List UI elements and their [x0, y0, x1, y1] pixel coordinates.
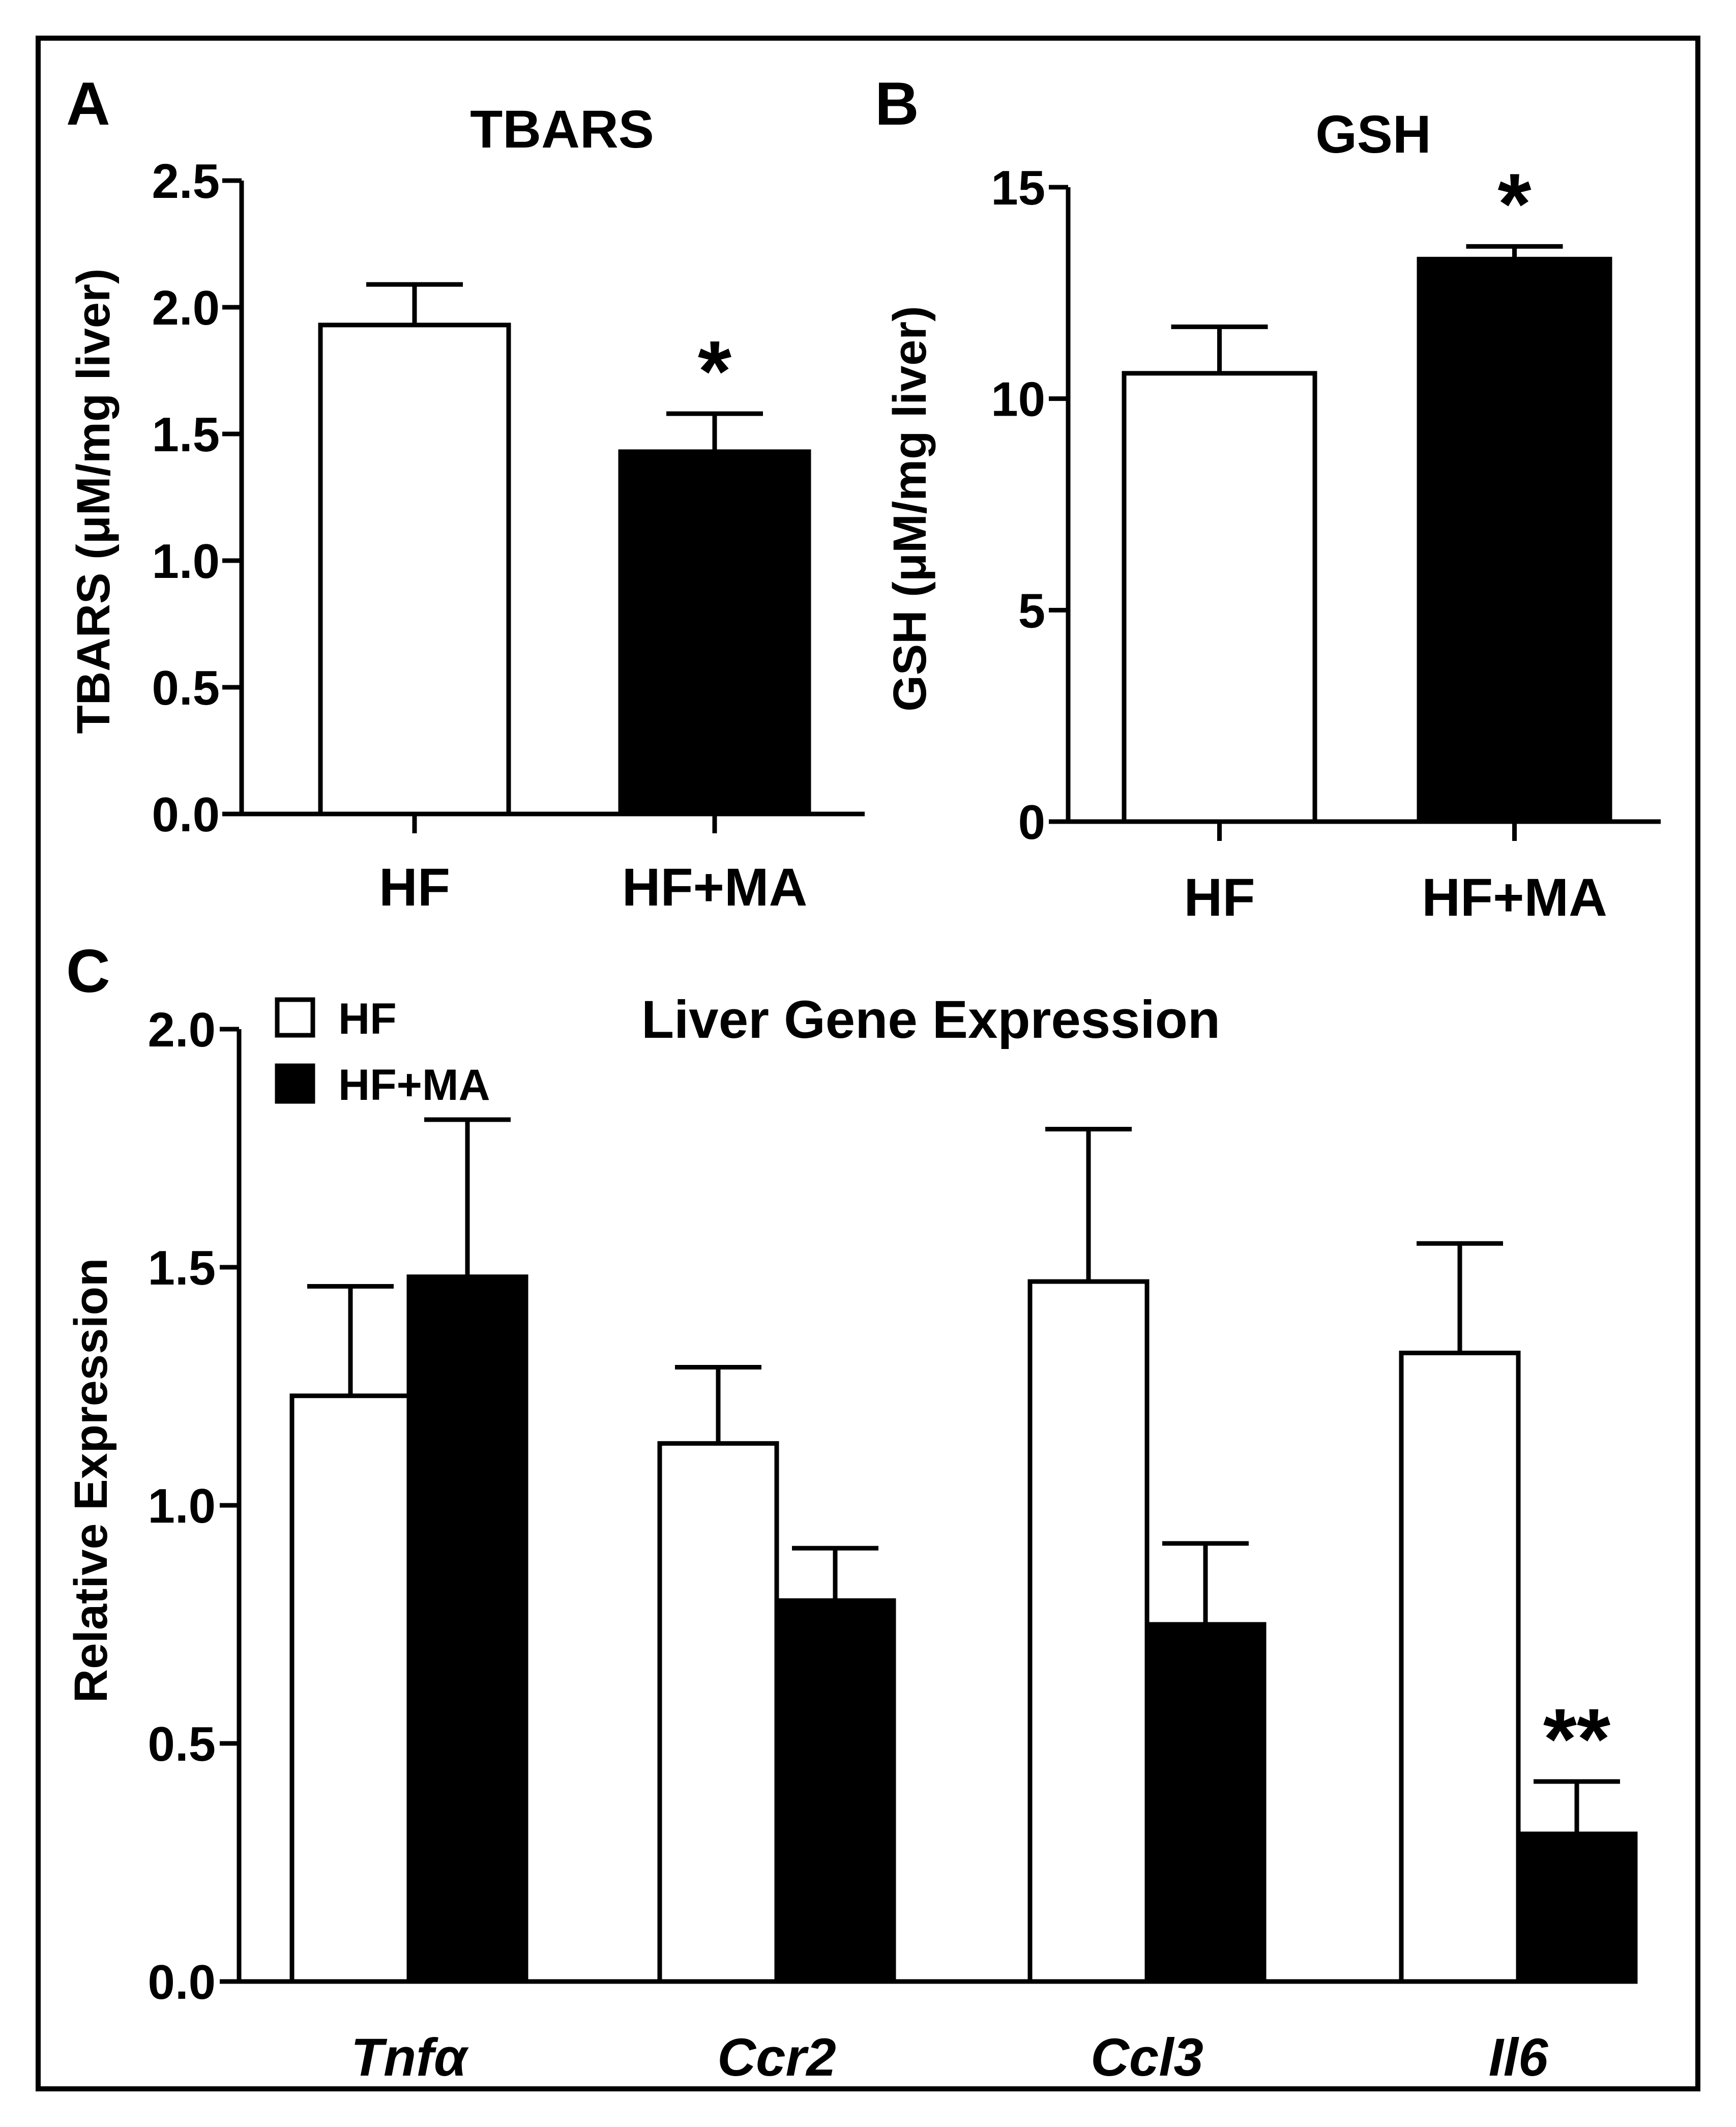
panel-c: C Liver Gene Expression Relative Express…: [65, 937, 1638, 2087]
panel-b-y-axis-label: GSH (μM/mg liver): [884, 306, 936, 712]
panel-a-category-label: HF+MA: [622, 858, 808, 917]
legend-swatch-hf: [275, 997, 315, 1038]
panel-a-bar-hf: [318, 323, 511, 817]
panel-c-category-label: Il6: [1489, 2028, 1548, 2087]
legend-label-hf-ma: HF+MA: [338, 1061, 490, 1110]
panel-c-legend: HF HF+MA: [275, 995, 490, 1110]
panel-c-bar-il6-hf: [1399, 1350, 1521, 1984]
panel-a-ytick-label: 2.0: [152, 281, 220, 335]
panel-a-category-label: HF: [379, 858, 450, 917]
panel-b-error-bars: [1171, 244, 1563, 373]
panel-a-ytick-label: 0.5: [152, 661, 220, 715]
panel-b-category-label: HF+MA: [1422, 868, 1607, 927]
panel-b-ytick-label: 15: [991, 161, 1045, 215]
panel-c-significance-il6-hf-ma: **: [1543, 1691, 1610, 1788]
panel-b-ytick-label: 0: [1018, 795, 1045, 850]
panel-c-title: Liver Gene Expression: [641, 990, 1220, 1050]
panel-c-bar-il6-hf-ma: [1516, 1831, 1638, 1984]
panel-b-axes: [1066, 187, 1661, 841]
panel-c-ytick-label: 1.0: [148, 1479, 216, 1533]
panel-b-significance: *: [1497, 156, 1531, 252]
panel-b-ytick-label: 5: [1018, 584, 1045, 638]
panel-b-bars: [1122, 256, 1612, 824]
panel-b-title: GSH: [1315, 105, 1431, 164]
panel-b-bar-hf: [1122, 371, 1317, 824]
panel-a-significance: *: [698, 323, 731, 420]
panel-c-bar-ccr2-hf: [657, 1441, 779, 1984]
panel-a-y-ticks: 0.0 0.5 1.0 1.5 2.0 2.5: [152, 154, 242, 842]
panel-c-letter: C: [66, 937, 110, 1005]
panel-b: B GSH GSH (μM/mg liver) 0 5 10 15 * HF HF+MA: [875, 70, 1661, 927]
panel-c-significance: **: [1543, 1691, 1610, 1788]
panel-c-category-label: Ccl3: [1091, 2028, 1203, 2087]
panel-b-ytick-label: 10: [991, 372, 1045, 427]
panel-a-bar-hf-ma: [618, 449, 811, 817]
panel-a-category-labels: HF HF+MA: [379, 858, 807, 917]
panel-a-ytick-label: 2.5: [152, 154, 220, 209]
panel-c-bar-ccr2-hf-ma: [774, 1598, 896, 1984]
panel-b-category-label: HF: [1184, 868, 1255, 927]
panel-b-y-ticks: 0 5 10 15: [991, 161, 1068, 850]
panel-b-category-labels: HF HF+MA: [1184, 868, 1607, 927]
panel-b-significance-hf-ma: *: [1497, 156, 1531, 252]
panel-b-letter: B: [875, 70, 919, 138]
panel-a-title: TBARS: [470, 100, 654, 159]
panel-a-ytick-label: 1.0: [152, 534, 220, 589]
panel-b-bar-hf-ma: [1417, 256, 1612, 824]
panel-c-category-label: Tnfα: [351, 2028, 469, 2087]
panel-c-category-labels: Tnfα Ccr2 Ccl3 Il6: [351, 2028, 1548, 2087]
panel-a-letter: A: [66, 70, 110, 138]
panel-c-bar-tnf-hf: [289, 1393, 411, 1984]
panel-a: A TBARS TBARS (μM/mg liver) 0.0 0.5 1.0 1.5…: [66, 70, 865, 917]
panel-c-bar-ccl3-hf-ma: [1144, 1622, 1267, 1984]
panel-a-axes: [239, 181, 865, 833]
panel-a-bars: [318, 323, 811, 817]
panel-c-ytick-label: 0.0: [148, 1955, 216, 2009]
panel-a-y-axis-label: TBARS (μM/mg liver): [68, 268, 120, 734]
panel-c-error-bars: [307, 1117, 1620, 1834]
panel-a-significance-hf-ma: *: [698, 323, 731, 420]
panel-c-ytick-label: 0.5: [148, 1717, 216, 1771]
panel-c-bar-tnf-hf-ma: [406, 1274, 528, 1984]
panel-a-ytick-label: 0.0: [152, 788, 220, 842]
panel-a-error-bars: [366, 282, 763, 452]
panel-c-category-label: Ccr2: [717, 2028, 836, 2087]
panel-c-bar-ccl3-hf: [1027, 1279, 1150, 1984]
panel-a-ytick-label: 1.5: [152, 407, 220, 462]
panel-c-y-axis-label: Relative Expression: [65, 1258, 117, 1703]
panel-c-ytick-label: 1.5: [148, 1241, 216, 1295]
legend-label-hf: HF: [338, 995, 397, 1043]
panel-c-y-ticks: 0.0 0.5 1.0 1.5 2.0: [148, 1003, 239, 2009]
panel-c-ytick-label: 2.0: [148, 1003, 216, 1057]
panel-c-bars: [289, 1274, 1638, 1984]
legend-swatch-hf-ma: [275, 1063, 315, 1104]
panel-c-axes: [237, 1029, 1617, 1984]
